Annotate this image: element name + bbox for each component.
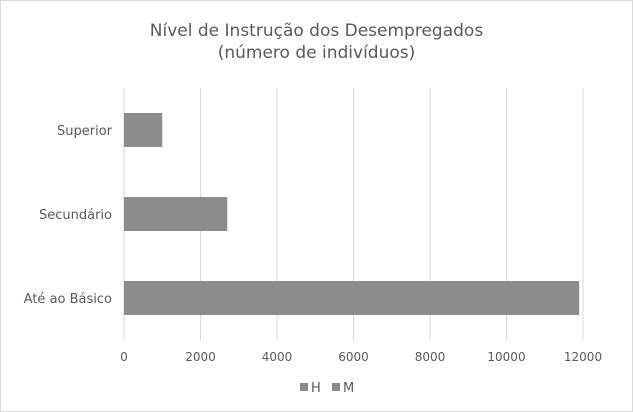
chart-title: Nível de Instrução dos Desempregados [149,21,484,41]
category-label: Superior [57,124,113,139]
x-tick-label: 12000 [564,350,602,364]
x-tick-label: 2000 [185,350,216,364]
x-tick-label: 4000 [262,350,293,364]
legend-label: M [343,381,354,396]
bar [124,197,228,231]
legend-swatch [300,383,308,391]
category-label: Secundário [39,208,112,223]
bar [124,281,580,315]
x-tick-label: 0 [120,350,128,364]
bars [124,113,580,315]
x-tick-label: 6000 [338,350,369,364]
category-label: Até ao Básico [24,292,112,307]
legend-label: H [311,381,321,396]
bar [124,113,163,147]
chart-subtitle: (número de indivíduos) [217,43,416,63]
x-tick-label: 10000 [487,350,525,364]
category-labels: Superior Secundário Até ao Básico [24,124,113,307]
legend-swatch [332,383,340,391]
x-tick-label: 8000 [415,350,446,364]
x-tick-labels: 0 2000 4000 6000 8000 10000 12000 [120,350,602,364]
